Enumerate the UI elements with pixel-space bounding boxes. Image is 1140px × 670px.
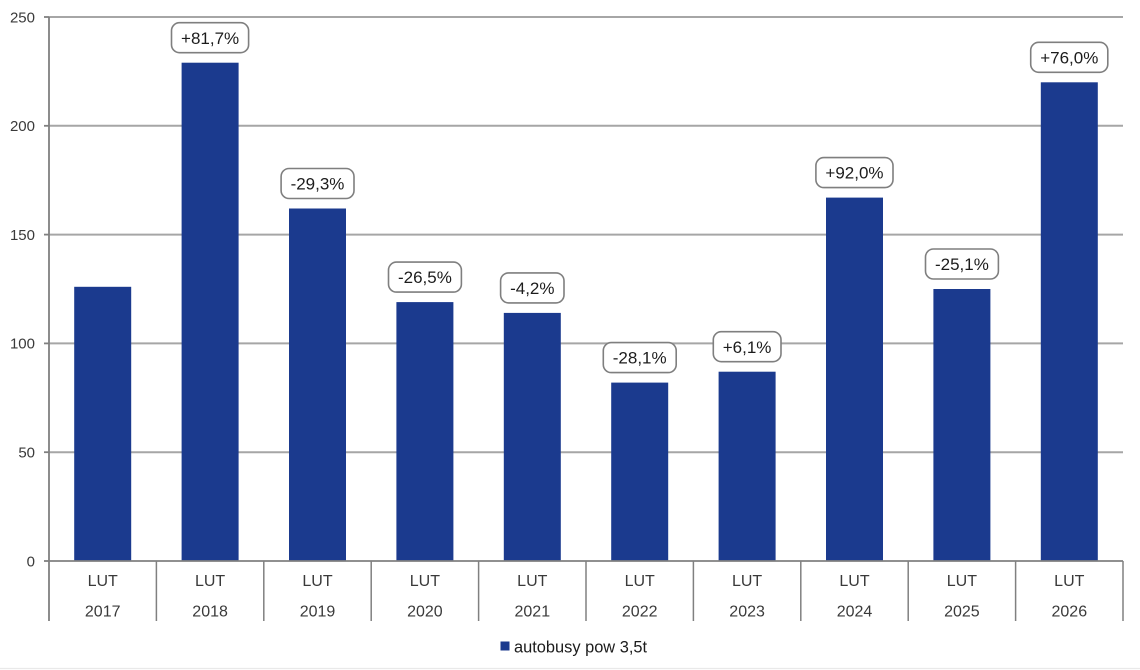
svg-text:LUT: LUT bbox=[732, 573, 762, 590]
svg-text:LUT: LUT bbox=[302, 573, 332, 590]
svg-text:LUT: LUT bbox=[195, 573, 225, 590]
svg-text:250: 250 bbox=[10, 9, 35, 26]
svg-text:50: 50 bbox=[18, 445, 35, 462]
svg-text:200: 200 bbox=[10, 118, 35, 135]
svg-text:150: 150 bbox=[10, 227, 35, 244]
svg-text:2023: 2023 bbox=[729, 604, 765, 621]
svg-text:autobusy pow 3,5t: autobusy pow 3,5t bbox=[514, 638, 647, 656]
svg-text:2020: 2020 bbox=[407, 604, 443, 621]
svg-text:LUT: LUT bbox=[947, 573, 977, 590]
svg-text:2019: 2019 bbox=[300, 604, 336, 621]
svg-text:2024: 2024 bbox=[837, 604, 873, 621]
svg-text:-4,2%: -4,2% bbox=[510, 279, 554, 298]
svg-text:+6,1%: +6,1% bbox=[723, 338, 772, 357]
svg-text:100: 100 bbox=[10, 336, 35, 353]
svg-text:+76,0%: +76,0% bbox=[1040, 48, 1098, 67]
svg-text:LUT: LUT bbox=[839, 573, 869, 590]
svg-text:2026: 2026 bbox=[1052, 604, 1088, 621]
svg-text:0: 0 bbox=[27, 553, 35, 570]
svg-text:2022: 2022 bbox=[622, 604, 658, 621]
svg-text:-29,3%: -29,3% bbox=[291, 175, 345, 194]
svg-text:LUT: LUT bbox=[88, 573, 118, 590]
svg-text:LUT: LUT bbox=[625, 573, 655, 590]
svg-text:LUT: LUT bbox=[517, 573, 547, 590]
svg-text:-26,5%: -26,5% bbox=[398, 268, 452, 287]
svg-text:+81,7%: +81,7% bbox=[181, 29, 239, 48]
svg-text:LUT: LUT bbox=[410, 573, 440, 590]
svg-text:+92,0%: +92,0% bbox=[825, 164, 883, 183]
svg-text:2017: 2017 bbox=[85, 604, 121, 621]
svg-text:2021: 2021 bbox=[515, 604, 551, 621]
svg-text:LUT: LUT bbox=[1054, 573, 1084, 590]
svg-text:2018: 2018 bbox=[192, 604, 228, 621]
svg-text:-28,1%: -28,1% bbox=[613, 349, 667, 368]
svg-text:2025: 2025 bbox=[944, 604, 980, 621]
svg-text:-25,1%: -25,1% bbox=[935, 255, 989, 274]
